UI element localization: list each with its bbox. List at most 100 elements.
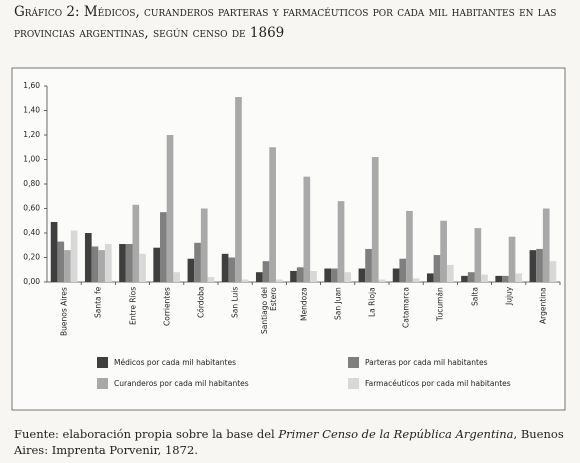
x-tick-label: La Rioja [367,287,377,317]
x-tick-label: Argentina [538,287,548,324]
bar [440,220,447,282]
x-tick-label: Córdoba [196,287,206,319]
x-tick-label: Corrientes [162,287,172,326]
bar [228,257,236,282]
bar [542,208,550,282]
bar [303,176,311,282]
bar [221,253,229,282]
bar [290,270,297,282]
bar [57,241,65,282]
bar [104,244,112,282]
bar [64,250,71,282]
bar [241,279,249,282]
bar [132,204,140,282]
bar [426,273,434,282]
legend-label: Parteras por cada mil habitantes [365,358,488,367]
x-tick-label: Salta [470,287,479,306]
bar [344,272,352,282]
x-tick-label: San Juan [333,287,343,320]
bar [275,279,283,282]
bar [412,278,420,282]
bar [324,268,332,282]
bar [433,255,441,282]
bar [371,157,379,282]
bar [467,272,475,282]
x-tick-label: San Luis [230,287,240,319]
legend-label: Farmacéuticos por cada mil habitantes [365,379,511,388]
bar [98,250,105,282]
y-tick-label: 1,40 [23,106,40,115]
bar [406,210,413,282]
bar [365,248,372,282]
bar [392,268,400,282]
bar [269,147,276,282]
bar [549,261,557,282]
y-tick-label: 0,80 [23,179,40,188]
x-tick-label: Entre Ríos [128,287,137,326]
x-tick-label: Tucumán [435,287,445,321]
bar [84,233,92,282]
bar [508,236,516,282]
bar [160,212,167,282]
bar [331,268,338,282]
x-tick-label: Buenos Aires [59,287,69,336]
bar [91,246,99,282]
bar [474,228,482,282]
bar [337,201,345,282]
bar [119,244,126,282]
legend-swatch [348,357,359,368]
bar [139,253,146,282]
source-title: Primer Censo de la República Argentina [278,427,514,441]
bar [153,247,161,282]
bar [166,135,174,282]
bar [378,279,386,282]
bar [262,261,270,282]
legend-label: Curanderos por cada mil habitantes [114,379,249,388]
y-tick-label: 0,00 [23,277,40,286]
bar [50,221,58,282]
bar [446,264,454,282]
y-tick-label: 1,60 [23,81,40,90]
bar [200,208,208,282]
y-tick-label: 1,00 [23,155,40,164]
bar [399,258,407,282]
bar [515,273,523,282]
x-tick-label: Mendoza [299,287,308,321]
bar [207,277,215,282]
bar [296,267,304,282]
bar [310,270,317,282]
bar [502,275,509,282]
legend-swatch [97,378,108,389]
bar [70,230,78,282]
x-tick-label: Catamarca [401,287,411,328]
bar [461,275,468,282]
bar [173,272,181,282]
y-tick-label: 0,20 [23,253,40,262]
y-tick-label: 0,60 [23,204,40,213]
bar [529,250,537,282]
x-tick-label: Jujuy [504,287,514,306]
x-tick-label: Santa fe [93,287,103,319]
bar [187,258,195,282]
chart-title: Gráfico 2: Médicos, curanderos parteras … [14,4,557,41]
bar [358,268,366,282]
legend-swatch [348,378,359,389]
bar [481,274,488,282]
legend-swatch [97,357,108,368]
bar [235,97,242,283]
bar [194,242,201,282]
x-tick-label: Santiago del Estero [260,287,279,334]
y-tick-label: 0,40 [23,228,40,237]
chart-frame [11,67,566,411]
source-text: Fuente: elaboración propia sobre la base… [14,427,275,441]
y-tick-label: 1,20 [23,130,40,139]
bar [255,272,263,282]
source: Fuente: elaboración propia sobre la base… [14,426,570,458]
source-text: , Buenos Aires: Imprenta Porvenir, 1872. [14,427,564,457]
legend-label: Médicos por cada mil habitantes [114,358,236,367]
bar [536,248,543,282]
bar [125,244,133,282]
bar [495,275,503,282]
